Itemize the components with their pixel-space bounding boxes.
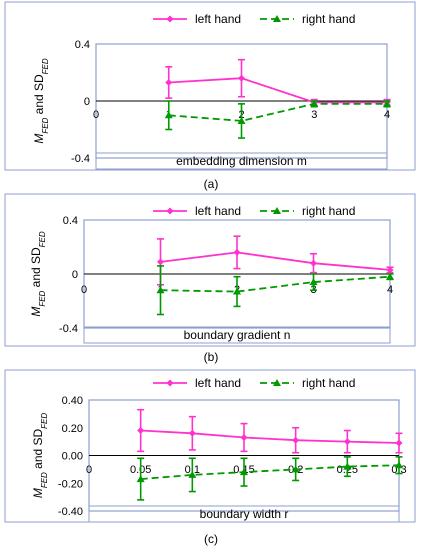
data-point-right-hand — [291, 465, 300, 473]
data-point-right-hand — [164, 111, 173, 119]
data-point-right-hand — [310, 99, 319, 107]
data-point-left-hand — [386, 266, 394, 274]
legend: left hand right hand — [153, 12, 355, 26]
data-point-left-hand — [238, 74, 245, 82]
panel-caption: (b) — [204, 350, 219, 364]
legend-label-right-hand: right hand — [302, 12, 355, 26]
legend: left hand right hand — [153, 376, 355, 390]
y-tick-label: 0.4 — [75, 39, 90, 51]
y-axis-label-part: and SD — [29, 247, 43, 291]
data-point-left-hand — [240, 433, 248, 441]
data-point-right-hand — [309, 278, 318, 286]
data-point-right-hand — [136, 475, 145, 483]
y-axis-label-subscript: FED — [41, 117, 50, 133]
y-axis-label: MFED and SDFED — [31, 413, 49, 499]
y-tick-label: -0.20 — [58, 478, 83, 490]
y-axis-label-part: M — [32, 134, 46, 144]
data-point-left-hand — [165, 78, 173, 86]
x-axis-label-box — [95, 152, 388, 170]
y-axis-label-subscript: FED — [41, 58, 50, 74]
y-axis-label-part: and SD — [31, 428, 45, 472]
y-tick-label: 0 — [84, 96, 90, 108]
y-axis-label-subscript: FED — [38, 231, 47, 247]
y-tick-label: 0.00 — [62, 451, 83, 463]
legend-marker-right-hand — [273, 379, 281, 386]
y-axis-label-part: M — [31, 488, 45, 498]
y-axis-label-subscript: FED — [40, 472, 49, 488]
data-point-left-hand — [233, 248, 241, 256]
x-axis-label: embedding dimension m — [176, 154, 307, 168]
x-axis-label-box — [83, 326, 391, 344]
y-tick-label: -0.40 — [58, 506, 83, 518]
data-point-right-hand — [156, 286, 165, 294]
series-line-right-hand — [160, 275, 391, 293]
x-axis-label: boundary width r — [200, 507, 289, 521]
x-tick-label: 0 — [93, 109, 99, 121]
data-point-right-hand — [188, 470, 197, 478]
data-point-right-hand — [386, 272, 394, 280]
data-point-right-hand — [233, 287, 241, 295]
legend-label-right-hand: right hand — [302, 204, 355, 218]
chart-frame — [4, 1, 416, 171]
series-line-left-hand — [168, 77, 387, 104]
plot-area: 0.400.200.00-0.20-0.4000.050.10.150.20.2… — [58, 395, 407, 518]
legend-marker-right-hand — [273, 15, 281, 22]
y-axis-label-subscript: FED — [40, 413, 49, 429]
data-point-left-hand — [343, 438, 351, 446]
data-point-left-hand — [395, 439, 403, 447]
x-tick-label: 0 — [86, 464, 92, 476]
x-tick-label: 4 — [387, 284, 393, 296]
plot-area: 0.40-0.401234 — [71, 39, 391, 165]
series-line-left-hand — [160, 251, 391, 271]
y-tick-label: -0.4 — [59, 323, 78, 335]
y-axis-label-part: M — [29, 307, 43, 317]
y-tick-label: 0 — [72, 269, 78, 281]
data-point-left-hand — [310, 259, 317, 267]
legend: left hand right hand — [153, 204, 355, 218]
data-point-right-hand — [383, 99, 391, 107]
data-point-right-hand — [240, 468, 248, 476]
legend-label-left-hand: left hand — [195, 12, 241, 26]
legend-label-left-hand: left hand — [195, 204, 241, 218]
data-point-left-hand — [292, 436, 300, 444]
chart-panel-c: left hand right hand MFED and SDFED 0.400… — [4, 369, 416, 546]
plot-area: 0.40-0.401234 — [59, 215, 394, 335]
y-axis-label: MFED and SDFED — [32, 58, 50, 144]
data-point-left-hand — [188, 429, 196, 437]
y-axis-label: MFED and SDFED — [29, 231, 47, 317]
x-axis-label-box — [88, 505, 400, 523]
data-point-left-hand — [157, 258, 164, 266]
legend-marker-left-hand — [166, 207, 174, 215]
chart-panel-b: left hand right hand MFED and SDFED 0.40-… — [4, 193, 416, 364]
data-point-right-hand — [343, 462, 352, 470]
legend-label-left-hand: left hand — [195, 376, 241, 390]
series-line-left-hand — [140, 429, 400, 444]
x-tick-label: 4 — [384, 109, 390, 121]
data-point-right-hand — [237, 116, 246, 124]
legend-marker-right-hand — [273, 207, 281, 214]
chart-frame — [4, 369, 416, 523]
series-line-right-hand — [140, 464, 400, 480]
y-axis-label-part: and SD — [32, 74, 46, 118]
panel-caption: (a) — [204, 177, 219, 191]
data-point-right-hand — [395, 461, 403, 469]
y-tick-label: -0.4 — [71, 153, 90, 165]
x-axis-label: boundary gradient n — [184, 328, 291, 342]
x-tick-label: 0 — [81, 284, 87, 296]
legend-label-right-hand: right hand — [302, 376, 355, 390]
legend-marker-left-hand — [166, 379, 174, 387]
y-axis-label-subscript: FED — [38, 290, 47, 306]
data-point-left-hand — [137, 427, 145, 435]
legend-marker-left-hand — [166, 15, 174, 23]
panel-caption: (c) — [204, 532, 218, 546]
y-tick-label: 0.4 — [63, 215, 78, 227]
x-tick-label: 3 — [311, 109, 317, 121]
y-tick-label: 0.20 — [62, 423, 83, 435]
chart-frame — [4, 193, 416, 347]
series-line-right-hand — [168, 102, 387, 122]
y-tick-label: 0.40 — [62, 395, 83, 407]
chart-panel-a: left hand right hand MFED and SDFED 0.40-… — [4, 1, 416, 191]
